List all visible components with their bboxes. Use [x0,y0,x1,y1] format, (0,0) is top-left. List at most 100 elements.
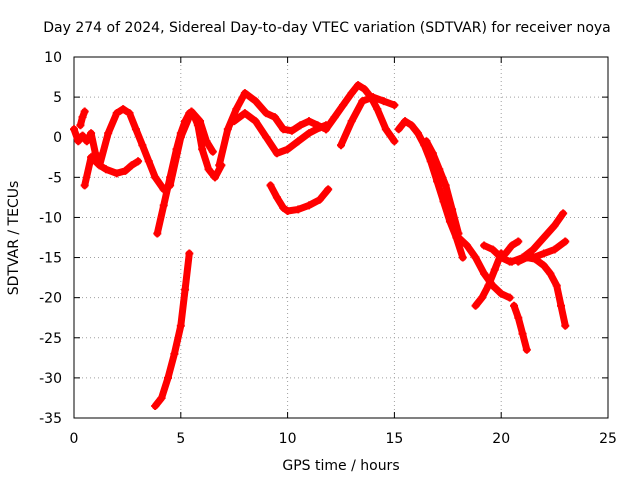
data-point-marker [193,121,202,130]
data-point-marker [539,261,548,270]
data-point-marker [507,241,516,250]
data-point-marker [539,233,548,242]
data-point-marker [379,97,388,106]
data-point-marker [102,165,111,174]
y-axis-label: SDTVAR / TECUs [6,181,22,296]
y-tick-label: -20 [39,291,62,307]
y-tick-label: 5 [53,90,62,106]
data-point-marker [339,101,348,110]
data-point-marker [134,157,143,166]
data-point-marker [324,185,333,194]
data-point-marker [522,345,531,354]
data-point-marker [144,157,153,166]
data-point-marker [330,113,339,122]
data-point-marker [369,93,378,102]
data-point-marker [121,166,130,175]
data-point-marker [74,137,83,146]
data-point-marker [70,125,78,134]
data-point-marker [471,253,480,262]
data-point-marker [185,249,194,258]
data-point-marker [390,137,399,146]
data-point-marker [151,401,160,410]
data-point-marker [176,129,185,138]
data-point-marker [441,181,450,190]
data-point-marker [360,85,369,94]
data-point-marker [497,289,506,298]
data-point-marker [458,253,467,262]
x-tick-label: 20 [492,431,510,447]
data-point-marker [413,129,422,138]
data-point-marker [185,109,194,118]
x-axis-label: GPS time / hours [282,458,399,474]
data-point-marker [439,197,448,206]
data-point-marker [529,253,538,262]
data-point-marker [480,269,489,278]
data-point-marker [76,121,85,130]
data-point-marker [287,126,296,135]
chart-title: Day 274 of 2024, Sidereal Day-to-day VTE… [43,20,611,36]
y-tick-label: -10 [39,210,62,226]
y-tick-label: -25 [39,331,62,347]
data-point-marker [435,165,444,174]
data-point-marker [172,145,181,154]
data-point-marker [230,117,239,126]
data-point-marker [552,281,561,290]
data-point-marker [210,173,219,182]
data-point-marker [232,105,241,114]
data-point-marker [477,293,486,302]
data-point-marker [557,301,566,310]
y-tick-label: -35 [39,411,62,427]
data-point-marker [181,285,190,294]
data-point-marker [304,201,313,210]
data-point-marker [251,97,260,106]
data-point-marker [198,145,207,154]
data-point-marker [270,113,279,122]
data-point-marker [82,137,91,146]
data-point-marker [80,181,89,190]
series-arc12 [422,137,462,237]
data-point-marker [529,245,538,254]
y-tick-label: -5 [48,170,62,186]
data-point-marker [381,125,390,134]
x-tick-label: 0 [70,431,79,447]
data-point-marker [510,301,519,310]
data-point-marker [112,109,121,118]
data-point-marker [454,233,463,242]
data-point-marker [484,281,493,290]
y-tick-label: 0 [53,130,62,146]
data-point-marker [127,161,136,170]
y-tick-label: -15 [39,251,62,267]
data-point-marker [125,109,134,118]
x-tick-label: 25 [599,431,617,447]
x-tick-label: 10 [279,431,297,447]
data-point-marker [240,109,249,118]
data-point-marker [294,137,303,146]
data-point-marker [251,117,260,126]
data-point-marker [176,321,185,330]
data-point-marker [279,125,288,134]
data-point-marker [559,209,568,218]
axis-ticks: 0 5 10 15 20 25 10 5 0 -5 -10 -15 -20 -25 -30 -35 [39,50,617,447]
data-point-marker [283,207,292,216]
data-point-marker [354,81,363,90]
data-point-marker [151,173,160,182]
data-point-marker [240,89,249,98]
data-point-marker [159,201,168,210]
data-point-marker [347,89,356,98]
data-point-marker [215,161,224,170]
data-point-marker [138,141,147,150]
data-point-marker [501,249,510,258]
data-point-marker [315,123,324,132]
data-point-marker [448,205,457,214]
data-point-marker [166,173,175,182]
data-point-marker [463,241,472,250]
data-point-marker [80,107,89,116]
series-arc9 [322,81,398,145]
data-point-marker [95,161,104,170]
data-point-marker [539,249,548,258]
data-point-marker [272,149,281,158]
data-point-marker [561,237,570,246]
data-point-marker [358,97,367,106]
data-series [70,81,570,410]
data-point-marker [337,141,345,150]
